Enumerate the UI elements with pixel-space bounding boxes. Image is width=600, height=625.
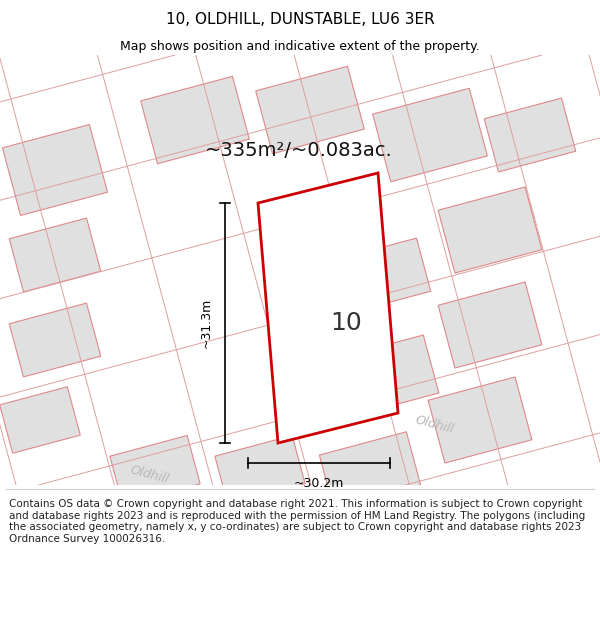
- Text: 10: 10: [330, 311, 362, 335]
- Polygon shape: [2, 124, 107, 216]
- Polygon shape: [258, 173, 398, 443]
- Text: Map shows position and indicative extent of the property.: Map shows position and indicative extent…: [120, 39, 480, 52]
- Polygon shape: [319, 432, 421, 508]
- Text: Oldhill: Oldhill: [414, 414, 456, 436]
- Text: ~31.3m: ~31.3m: [200, 298, 213, 348]
- Polygon shape: [110, 436, 200, 504]
- Polygon shape: [215, 436, 305, 504]
- Polygon shape: [9, 303, 101, 377]
- Polygon shape: [373, 88, 487, 182]
- Polygon shape: [484, 98, 576, 172]
- Polygon shape: [339, 238, 431, 312]
- Polygon shape: [141, 76, 249, 164]
- Polygon shape: [438, 282, 542, 368]
- Polygon shape: [256, 66, 364, 154]
- Polygon shape: [438, 187, 542, 273]
- Polygon shape: [9, 218, 101, 292]
- Text: 10, OLDHILL, DUNSTABLE, LU6 3ER: 10, OLDHILL, DUNSTABLE, LU6 3ER: [166, 12, 434, 27]
- Polygon shape: [341, 335, 439, 415]
- Text: ~30.2m: ~30.2m: [294, 477, 344, 490]
- Polygon shape: [0, 387, 80, 453]
- Polygon shape: [428, 377, 532, 463]
- Text: ~335m²/~0.083ac.: ~335m²/~0.083ac.: [205, 141, 393, 159]
- Text: Contains OS data © Crown copyright and database right 2021. This information is : Contains OS data © Crown copyright and d…: [9, 499, 585, 544]
- Text: Oldhill: Oldhill: [129, 464, 171, 486]
